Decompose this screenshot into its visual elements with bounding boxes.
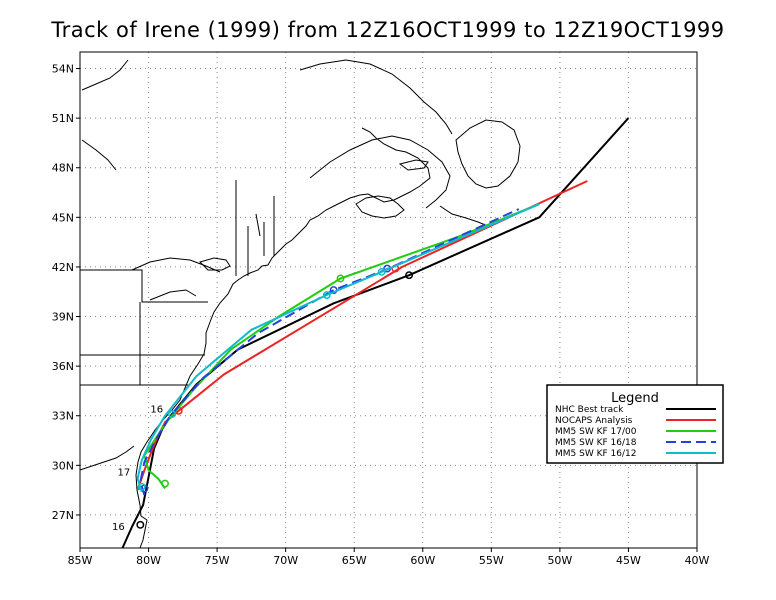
y-tick-label: 45N — [52, 211, 74, 224]
track-marker — [377, 267, 386, 276]
lake-ontario — [199, 257, 231, 271]
florida-west-coast — [139, 519, 148, 549]
track-marker — [137, 482, 146, 491]
x-tick-label: 70W — [273, 554, 298, 567]
track-marker — [405, 271, 414, 280]
track-line — [143, 203, 540, 490]
legend-box — [546, 384, 724, 464]
nova-scotia — [355, 195, 405, 219]
x-tick-label: 45W — [616, 554, 641, 567]
grid-lines — [80, 52, 697, 548]
legend-entry-label: NHC Best track — [555, 405, 624, 415]
legend-entry-label: MM5 SW KF 16/18 — [555, 438, 637, 448]
y-tick-label: 27N — [52, 509, 74, 522]
axes — [76, 51, 698, 552]
track-series-2 — [143, 203, 540, 490]
hudson-shore — [81, 59, 129, 171]
anticosti-island — [398, 159, 429, 171]
y-tick-label: 33N — [52, 410, 74, 423]
track-line — [136, 180, 588, 491]
gulf-coast — [79, 445, 135, 471]
track-series-0 — [121, 117, 630, 549]
x-tick-label: 75W — [205, 554, 230, 567]
newfoundland — [455, 119, 521, 189]
track-marker — [322, 291, 331, 299]
x-tick-label: 55W — [479, 554, 504, 567]
y-tick-label: 30N — [52, 459, 74, 472]
storm-tracks — [121, 117, 630, 549]
legend-title: Legend — [611, 391, 659, 406]
y-tick-label: 51N — [52, 112, 74, 125]
coastline-layer — [79, 59, 521, 549]
day-label: 16 — [112, 522, 125, 533]
track-marker — [136, 520, 145, 529]
plot-frame — [79, 51, 698, 549]
day-label: 17 — [118, 467, 131, 478]
x-tick-label: 85W — [68, 554, 93, 567]
x-tick-label: 40W — [685, 554, 710, 567]
track-marker — [167, 410, 176, 419]
track-line — [136, 203, 540, 493]
y-tick-label: 36N — [52, 360, 74, 373]
legend-entry-label: NOCAPS Analysis — [555, 416, 633, 426]
track-line — [121, 117, 630, 549]
track-marker — [336, 274, 345, 283]
lake-champlain — [255, 213, 261, 237]
y-tick-label: 39N — [52, 311, 74, 324]
x-tick-label: 80W — [136, 554, 161, 567]
track-series-4 — [136, 203, 540, 493]
legend-entry-label: MM5 SW KF 16/12 — [555, 449, 636, 459]
y-tick-label: 42N — [52, 261, 74, 274]
legend-entry-label: MM5 SW KF 17/00 — [555, 427, 637, 437]
track-marker — [161, 479, 169, 488]
x-tick-label: 65W — [342, 554, 367, 567]
us-east-coastline — [135, 127, 431, 521]
day-labels: 16 17 16 — [112, 404, 163, 532]
track-line — [139, 208, 520, 496]
x-tick-label: 60W — [410, 554, 435, 567]
labrador-coast — [299, 59, 453, 135]
great-lakes-shore — [131, 257, 221, 301]
tick-labels: 85W 80W 75W 70W 65W 60W 55W 50W 45W 40W 27N 30N 33N 3… — [52, 63, 710, 567]
day-label: 16 — [150, 404, 163, 415]
state-borders — [80, 180, 275, 386]
gulf-of-st-lawrence — [309, 135, 489, 227]
track-series-1 — [136, 180, 588, 491]
y-tick-label: 48N — [52, 162, 74, 175]
chart-title: Track of Irene (1999) from 12Z16OCT1999 … — [51, 18, 725, 42]
y-tick-label: 54N — [52, 63, 74, 76]
x-tick-label: 50W — [547, 554, 572, 567]
